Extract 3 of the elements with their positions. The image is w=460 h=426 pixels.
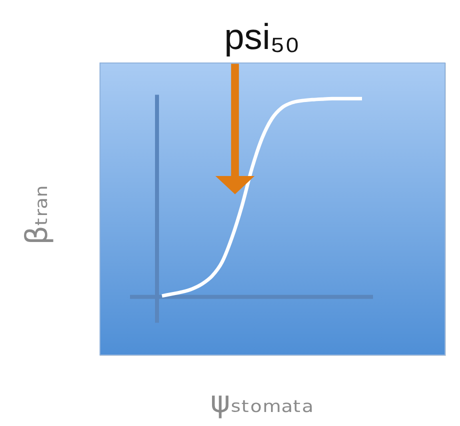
text: psi₅₀ [224, 16, 300, 57]
y-axis-title: βₜᵣₐₙ [20, 185, 55, 245]
x-axis-title: ψₛₜₒₘₐₜₐ [210, 385, 314, 420]
